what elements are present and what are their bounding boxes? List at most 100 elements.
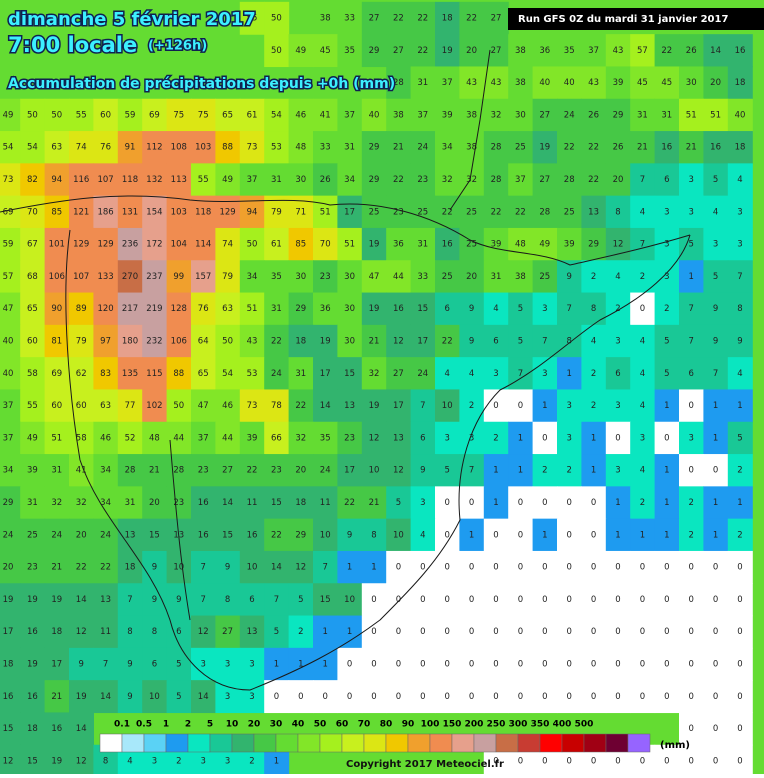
- cell-value: 34: [442, 143, 453, 153]
- cell: [703, 227, 729, 261]
- cell-value: 9: [469, 304, 474, 314]
- cell-value: 19: [76, 692, 87, 702]
- cell-value: 40: [369, 110, 380, 120]
- cell: [435, 66, 460, 100]
- cell-value: 30: [295, 272, 306, 282]
- cell-value: 16: [3, 692, 14, 702]
- cell: [654, 34, 680, 68]
- cell: [313, 195, 338, 229]
- border: [169, 439, 191, 621]
- cell: [459, 357, 485, 391]
- cell-value: 7: [542, 337, 547, 347]
- cell-value: 7: [200, 563, 205, 573]
- cell-value: 0: [566, 595, 571, 605]
- cell-value: 15: [3, 724, 14, 734]
- cell: [605, 292, 631, 326]
- cell: [20, 131, 46, 164]
- cell-value: 7: [103, 660, 108, 670]
- cell-value: 217: [122, 304, 138, 314]
- cell-value: 16: [710, 143, 721, 153]
- cell-value: 25: [466, 207, 477, 217]
- cell: [117, 227, 143, 261]
- cell: [288, 98, 314, 132]
- cell: [435, 163, 460, 197]
- cell: [69, 615, 94, 649]
- cell-value: 46: [295, 110, 306, 120]
- cell: [630, 615, 656, 649]
- cell: [0, 744, 21, 778]
- cell: [557, 292, 582, 326]
- cell-value: 0: [664, 563, 669, 573]
- cell-value: 50: [271, 14, 282, 24]
- cell: [679, 550, 704, 584]
- cell-value: 48: [515, 240, 526, 250]
- cell: [581, 227, 607, 261]
- cell-value: 63: [51, 143, 62, 153]
- cell-value: 24: [100, 530, 111, 540]
- cell: [337, 324, 363, 358]
- cell: [69, 131, 94, 164]
- cell: [532, 98, 558, 132]
- cell: [679, 324, 704, 358]
- cell: [361, 615, 387, 649]
- cell-value: 9: [127, 692, 132, 702]
- cell-value: 4: [640, 466, 645, 476]
- cell: [410, 550, 436, 584]
- cell-value: 52: [125, 433, 136, 443]
- cell-value: 49: [222, 175, 233, 185]
- cell-value: 0: [688, 401, 693, 411]
- cell-value: 0: [542, 498, 547, 508]
- cell: [215, 518, 241, 552]
- cell: [410, 454, 436, 487]
- cell: [239, 260, 265, 294]
- cell-value: 2: [298, 627, 303, 637]
- cell-value: 28: [491, 143, 502, 153]
- cell: [191, 647, 216, 681]
- cell-value: 60: [76, 401, 87, 411]
- cell-value: 66: [271, 433, 282, 443]
- cell-value: 0: [493, 660, 498, 670]
- cell: [459, 292, 485, 326]
- cell: [727, 615, 753, 649]
- cell-value: 5: [518, 337, 523, 347]
- cell-value: 0: [688, 563, 693, 573]
- cell-value: 14: [320, 401, 331, 411]
- cell: [361, 680, 387, 714]
- cell-value: 0: [664, 627, 669, 637]
- cell-value: 88: [173, 369, 184, 379]
- cell: [654, 163, 680, 197]
- cell: [654, 131, 680, 164]
- cell-value: 31: [271, 175, 282, 185]
- legend-label: 50: [314, 720, 327, 730]
- cell: [727, 550, 753, 584]
- cell-value: 29: [369, 175, 380, 185]
- cell-value: 3: [615, 337, 620, 347]
- cell-value: 21: [369, 498, 380, 508]
- cell-value: 23: [393, 207, 404, 217]
- cell-value: 37: [3, 433, 14, 443]
- cell: [410, 357, 436, 391]
- cell-value: 32: [76, 498, 87, 508]
- cell: [557, 583, 582, 617]
- cell: [679, 744, 704, 778]
- cell-value: 22: [247, 466, 258, 476]
- cell-value: 24: [417, 369, 428, 379]
- cell: [191, 486, 216, 520]
- cell-value: 129: [97, 240, 113, 250]
- cell-value: 3: [688, 433, 693, 443]
- cell: [93, 131, 119, 164]
- cell-value: 3: [664, 240, 669, 250]
- cell-value: 35: [344, 46, 355, 56]
- cell-value: 0: [347, 692, 352, 702]
- cell-value: 47: [3, 304, 14, 314]
- cell-value: 0: [493, 595, 498, 605]
- cell: [654, 550, 680, 584]
- cell: [20, 680, 46, 714]
- cell-value: 3: [493, 369, 498, 379]
- cell-value: 94: [247, 207, 258, 217]
- cell: [386, 357, 412, 391]
- cell-value: 38: [515, 46, 526, 56]
- cell-value: 24: [564, 110, 575, 120]
- cell: [20, 292, 46, 326]
- cell-value: 48: [149, 433, 160, 443]
